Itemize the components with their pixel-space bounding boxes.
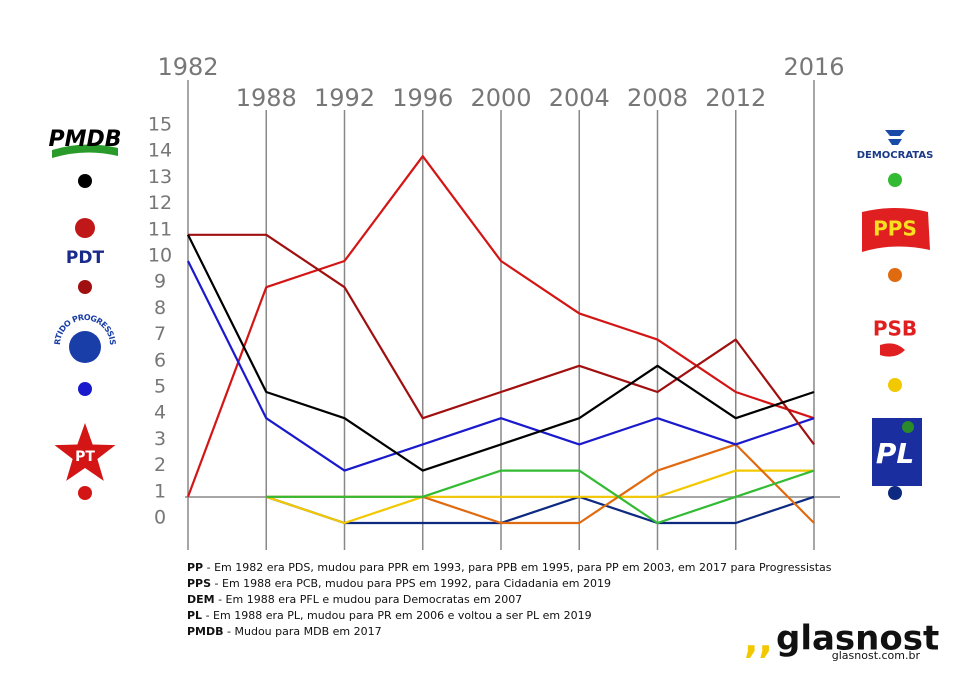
note-text: - Em 1988 era PL, mudou para PR em 2006 … — [202, 609, 592, 622]
logo-ring — [52, 312, 118, 378]
note: PL - Em 1988 era PL, mudou para PR em 20… — [187, 609, 592, 622]
legend-item: PMDB — [48, 127, 122, 188]
logo-flag — [885, 130, 905, 145]
legend-item: PL — [872, 418, 922, 500]
y-tick-label: 6 — [154, 349, 166, 371]
note: PPS - Em 1988 era PCB, mudou para PPS em… — [187, 577, 611, 590]
legend-label: PMDB — [48, 127, 121, 152]
legend-dot — [888, 268, 902, 282]
x-tick-label: 1996 — [392, 84, 453, 112]
y-tick-label: 12 — [148, 192, 172, 214]
note: PMDB - Mudou para MDB em 2017 — [187, 625, 382, 638]
legend-label: PSB — [873, 317, 917, 341]
note-text: - Em 1982 era PDS, mudou para PPR em 199… — [203, 561, 832, 574]
series-line — [265, 495, 815, 525]
y-tick-label: 5 — [154, 376, 166, 398]
logo-core — [69, 331, 101, 363]
legend-dot — [888, 173, 902, 187]
y-tick-label: 4 — [154, 402, 166, 424]
x-tick-label: 1988 — [236, 84, 297, 112]
series-line — [188, 233, 815, 446]
series-line — [266, 469, 815, 525]
x-tick-label: 2016 — [783, 53, 844, 81]
legend-label: PPS — [873, 217, 917, 241]
y-tick-label: 11 — [148, 218, 172, 240]
note-party: PP — [187, 561, 203, 574]
note-party: PMDB — [187, 625, 224, 638]
legend-label: PT — [75, 449, 95, 465]
x-tick-label: 1982 — [157, 53, 218, 81]
y-tick-label: 10 — [148, 245, 172, 267]
note: DEM - Em 1988 era PFL e mudou para Democ… — [187, 593, 522, 606]
y-tick-label: 15 — [148, 114, 172, 136]
legend-dot — [78, 280, 92, 294]
x-tick-label: 2008 — [627, 84, 688, 112]
note: PP - Em 1982 era PDS, mudou para PPR em … — [187, 561, 832, 574]
logo-star — [54, 423, 116, 481]
note-text: - Em 1988 era PFL e mudou para Democrata… — [215, 593, 523, 606]
brand: glasnost — [776, 619, 939, 659]
series-line — [265, 469, 814, 525]
legend-dot — [78, 174, 92, 188]
y-tick-label: 8 — [154, 297, 166, 319]
logo-rose — [75, 218, 95, 238]
legend-item: PPS — [862, 208, 930, 282]
legend-item: PDT — [66, 218, 105, 294]
note-text: - Mudou para MDB em 2017 — [224, 625, 382, 638]
x-tick-label: 2000 — [470, 84, 531, 112]
legend-label: DEMOCRATAS — [857, 150, 934, 161]
y-tick-label: 9 — [154, 271, 166, 293]
x-tick-label: 2004 — [549, 84, 610, 112]
logo-flag — [862, 208, 930, 252]
y-tick-label: 0 — [154, 507, 166, 529]
y-tick-label: 14 — [148, 140, 172, 162]
legend-dot — [78, 382, 92, 396]
series-line — [186, 155, 815, 498]
y-tick-label: 7 — [154, 323, 166, 345]
legend-item: DEMOCRATAS — [857, 130, 934, 187]
brand-url: glasnost.com.br — [832, 649, 921, 662]
legend-dot — [78, 486, 92, 500]
series-line — [187, 260, 815, 472]
note-text: - Em 1988 era PCB, mudou para PPS em 199… — [211, 577, 611, 590]
y-tick-label: 2 — [154, 454, 166, 476]
logo-stripe — [52, 144, 118, 158]
x-tick-label: 2012 — [705, 84, 766, 112]
legend-item: PSB — [873, 317, 917, 392]
legend-label: PARTIDO PROGRESSISTA — [0, 0, 118, 346]
brand-mark: ,, — [744, 618, 773, 662]
y-tick-label: 3 — [154, 428, 166, 450]
note-party: PPS — [187, 577, 211, 590]
logo-globe — [902, 421, 914, 433]
note-party: DEM — [187, 593, 215, 606]
series-line — [187, 234, 815, 472]
logo-box — [872, 418, 922, 486]
y-tick-label: 1 — [154, 480, 166, 502]
legend-item: PT — [54, 423, 116, 500]
legend-item: PARTIDO PROGRESSISTA — [0, 0, 118, 396]
legend-dot — [888, 486, 902, 500]
series-line — [266, 443, 815, 525]
note-party: PL — [187, 609, 202, 622]
legend-label-path: PARTIDO PROGRESSISTA — [0, 0, 118, 346]
legend-label: PL — [876, 437, 914, 470]
logo-dove — [880, 343, 905, 357]
legend-label: PDT — [66, 248, 105, 268]
x-tick-label: 1992 — [314, 84, 375, 112]
y-tick-label: 13 — [148, 166, 172, 188]
legend-dot — [888, 378, 902, 392]
